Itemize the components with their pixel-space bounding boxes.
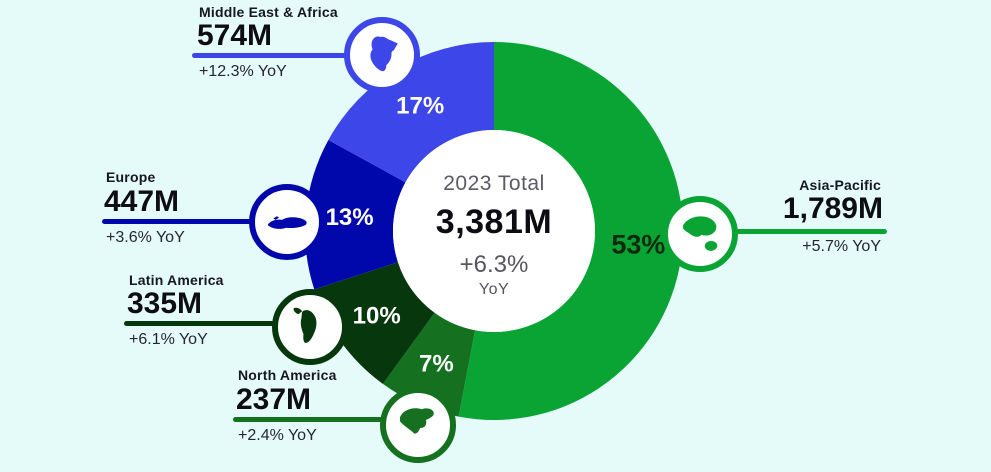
callout-value-latin-america: 335M bbox=[127, 287, 203, 320]
donut-percent-label-north-america: 7% bbox=[419, 351, 454, 378]
africa-map-icon bbox=[370, 36, 398, 72]
callout-yoy-north-america: +2.4% YoY bbox=[238, 427, 317, 444]
center-yoy-unit: YoY bbox=[478, 281, 510, 298]
badge-asia-pacific bbox=[662, 196, 738, 272]
callout-title-latin-america: Latin America bbox=[129, 272, 224, 288]
badge-europe bbox=[249, 184, 325, 260]
callout-yoy-latin-america: +6.1% YoY bbox=[129, 331, 208, 348]
callout-value-north-america: 237M bbox=[236, 383, 312, 416]
callout-line-europe bbox=[102, 219, 289, 224]
donut-slice-middle-east-africa bbox=[328, 42, 494, 183]
donut-slice-latin-america bbox=[314, 262, 435, 384]
callout-yoy-europe: +3.6% YoY bbox=[106, 229, 185, 246]
callout-value-asia-pacific: 1,789M bbox=[782, 192, 883, 225]
callout-line-middle-east-africa bbox=[192, 53, 383, 58]
callout-title-north-america: North America bbox=[238, 367, 337, 383]
center-yoy-change: +6.3% bbox=[459, 251, 529, 278]
donut-hole bbox=[393, 130, 595, 332]
callout-title-europe: Europe bbox=[106, 169, 156, 185]
south-america-map-icon bbox=[293, 307, 317, 343]
center-total-value: 3,381M bbox=[435, 203, 553, 241]
donut-slice-europe bbox=[305, 139, 406, 290]
donut-percent-label-asia-pacific: 53% bbox=[611, 230, 665, 260]
callout-yoy-asia-pacific: +5.7% YoY bbox=[802, 238, 881, 255]
donut-percent-label-europe: 13% bbox=[326, 204, 374, 231]
donut-percent-label-middle-east-africa: 17% bbox=[396, 93, 444, 120]
donut-percent-label-latin-america: 10% bbox=[353, 303, 401, 330]
callout-line-latin-america bbox=[124, 321, 311, 326]
badge-north-america bbox=[380, 387, 456, 463]
donut-slice-asia-pacific bbox=[458, 42, 684, 420]
donut-center: 2023 Total 3,381M +6.3% YoY bbox=[384, 172, 604, 299]
europe-map-icon bbox=[267, 216, 307, 229]
center-total-label: 2023 Total bbox=[443, 172, 545, 195]
north-america-map-icon bbox=[400, 408, 434, 434]
callout-title-middle-east-africa: Middle East & Africa bbox=[199, 4, 338, 20]
badge-middle-east-africa bbox=[344, 17, 420, 93]
callout-value-europe: 447M bbox=[104, 185, 180, 218]
badge-latin-america bbox=[272, 289, 348, 365]
callout-value-middle-east-africa: 574M bbox=[197, 19, 273, 52]
callout-title-asia-pacific: Asia-Pacific bbox=[799, 177, 881, 193]
asia-pacific-map-icon bbox=[682, 216, 718, 251]
callout-yoy-middle-east-africa: +12.3% YoY bbox=[199, 63, 287, 80]
callout-line-north-america bbox=[233, 417, 419, 422]
callout-line-asia-pacific bbox=[700, 229, 887, 234]
